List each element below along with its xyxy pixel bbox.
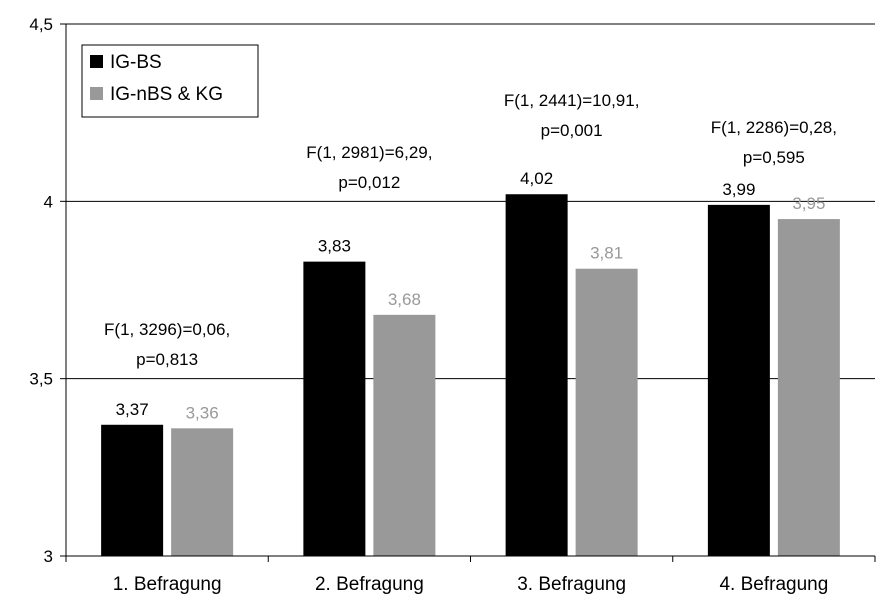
data-label: 3,95 (792, 194, 825, 213)
bar-ig-bs-3 (505, 194, 568, 557)
annotation-text: F(1, 3296)=0,06, (104, 320, 230, 339)
bar-ig-nbs-kg-1 (171, 428, 234, 556)
bar-ig-bs-1 (101, 424, 164, 556)
data-label: 3,99 (722, 180, 755, 199)
x-tick-label: 4. Befragung (719, 574, 828, 595)
bars (101, 194, 840, 557)
legend-swatch (90, 87, 103, 100)
legend-label: IG-BS (110, 52, 162, 73)
y-tick-label: 4 (44, 192, 53, 211)
annotation-text: p=0,595 (743, 148, 805, 167)
axes: 3 3,5 4 4,5 1. Befragung 2. Befragung 3. Befra… (29, 15, 876, 595)
data-label: 3,83 (318, 237, 351, 256)
annotation-text: p=0,001 (541, 121, 603, 140)
bar-ig-nbs-kg-4 (777, 219, 840, 557)
annotation-text: p=0,813 (136, 350, 198, 369)
annotation-text: p=0,012 (338, 173, 400, 192)
legend-label: IG-nBS & KG (110, 84, 223, 105)
annotation-text: F(1, 2441)=10,91, (504, 91, 640, 110)
legend-box (81, 44, 259, 118)
data-label: 3,37 (116, 400, 149, 419)
annotation-text: F(1, 2981)=6,29, (306, 143, 432, 162)
annotation-text: F(1, 2286)=0,28, (711, 118, 837, 137)
x-tick-label: 1. Befragung (113, 574, 222, 595)
x-tick-label: 3. Befragung (517, 574, 626, 595)
bar-ig-bs-2 (303, 261, 366, 556)
x-tick-label: 2. Befragung (315, 574, 424, 595)
data-label: 3,81 (590, 244, 623, 263)
legend: IG-BS IG-nBS & KG (81, 44, 259, 118)
bar-ig-nbs-kg-3 (575, 268, 638, 556)
data-label: 3,68 (388, 290, 421, 309)
y-tick-label: 4,5 (29, 15, 53, 34)
y-tick-label: 3 (44, 547, 53, 566)
y-tick-label: 3,5 (29, 370, 53, 389)
data-label: 3,36 (186, 403, 219, 422)
data-label: 4,02 (520, 169, 553, 188)
bar-ig-nbs-kg-2 (373, 314, 436, 556)
legend-swatch (90, 55, 103, 68)
data-labels: 3,37 3,83 4,02 3,99 3,36 3,68 3,81 3,95 F(1, 329… (104, 91, 837, 422)
bar-ig-bs-4 (707, 204, 770, 556)
